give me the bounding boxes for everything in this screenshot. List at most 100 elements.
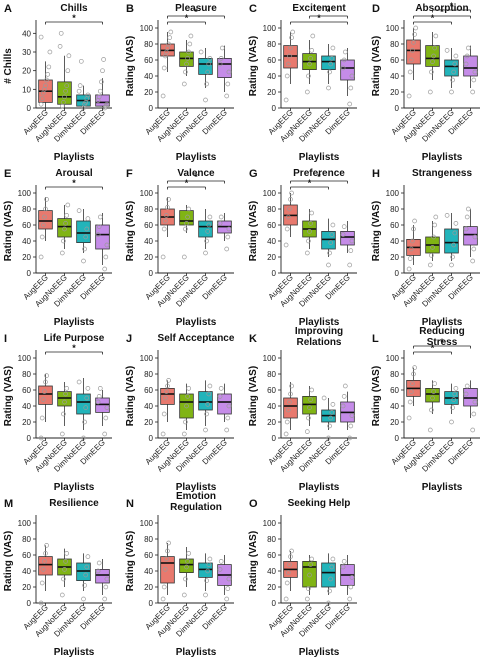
y-tick-label: 80 <box>144 370 153 379</box>
data-point <box>82 583 87 588</box>
data-point <box>304 596 310 602</box>
y-tick-label: 0 <box>27 434 32 443</box>
data-point <box>162 567 168 572</box>
y-axis-label: Rating (VAS) <box>3 201 14 261</box>
data-point <box>308 221 313 226</box>
significance-star: * <box>440 7 444 17</box>
data-point <box>100 68 105 74</box>
data-point <box>412 365 417 370</box>
box-augeeg <box>38 385 53 405</box>
data-point <box>329 56 335 61</box>
box-dimeeg <box>95 397 110 413</box>
data-point <box>45 72 51 77</box>
data-point <box>287 562 292 567</box>
data-point <box>285 570 291 575</box>
data-point <box>83 572 89 578</box>
data-point <box>408 246 414 252</box>
y-tick-label: 0 <box>272 104 277 113</box>
data-point <box>186 386 192 391</box>
data-point <box>185 56 190 61</box>
data-point <box>347 101 353 107</box>
box-augeeg <box>283 397 298 419</box>
y-tick-label: 80 <box>22 205 31 214</box>
data-point <box>59 250 65 256</box>
data-point <box>184 61 189 67</box>
data-point <box>224 93 230 99</box>
x-axis-label: Playlists <box>54 647 95 658</box>
y-axis-label: Rating (VAS) <box>248 201 259 261</box>
y-tick-label: 0 <box>395 434 400 443</box>
box-augnoeeg <box>179 558 194 573</box>
data-point <box>102 596 108 602</box>
data-point <box>431 53 436 59</box>
data-point <box>284 419 290 425</box>
data-point <box>62 94 67 100</box>
data-point <box>77 83 83 88</box>
data-point <box>472 399 478 405</box>
data-point <box>218 214 224 220</box>
data-point <box>83 234 89 240</box>
data-point <box>167 35 173 40</box>
significance-star: * <box>194 172 198 182</box>
data-point <box>432 222 438 228</box>
y-axis-label: Rating (VAS) <box>125 201 136 261</box>
data-point <box>63 221 68 226</box>
data-point <box>340 65 346 71</box>
data-point <box>341 559 347 564</box>
data-point <box>406 415 412 421</box>
data-point <box>411 371 416 377</box>
data-point <box>64 213 70 218</box>
panel-title: Excitement <box>292 3 346 14</box>
data-point <box>284 580 290 586</box>
x-axis-label: Playlists <box>176 152 217 163</box>
y-tick-label: 80 <box>390 40 399 49</box>
data-point <box>304 250 310 256</box>
data-point <box>59 103 65 109</box>
data-point <box>225 415 231 421</box>
y-tick-label: 60 <box>390 221 399 230</box>
data-point <box>431 234 436 240</box>
significance-star: * <box>431 343 435 353</box>
panel-title: Absorption <box>415 3 468 14</box>
data-point <box>62 399 67 405</box>
data-point <box>165 548 170 554</box>
data-point <box>226 576 232 582</box>
data-point <box>160 596 166 602</box>
x-axis-label: Playlists <box>422 152 463 163</box>
data-point <box>412 32 417 37</box>
significance-star: * <box>327 7 331 17</box>
data-point <box>410 48 415 53</box>
data-point <box>184 221 189 226</box>
y-tick-label: 60 <box>390 56 399 65</box>
box-dimnoeeg <box>321 55 336 70</box>
data-point <box>226 226 232 232</box>
data-point <box>341 57 347 63</box>
data-point <box>289 35 294 40</box>
panel-n: N Emotion Regulation Rating (VAS) 0 20 40 60 80 1… <box>125 491 234 658</box>
box-augnoeeg <box>425 45 440 67</box>
data-point <box>453 386 459 391</box>
y-axis-label: Rating (VAS) <box>3 531 14 591</box>
significance-star: * <box>317 172 321 182</box>
data-point <box>470 427 476 433</box>
data-point <box>452 391 458 397</box>
data-point <box>453 221 459 226</box>
panel-k: K Improving Relations Rating (VAS) 0 20 40 60 80… <box>248 326 357 493</box>
significance-star: * <box>317 13 321 23</box>
y-tick-label: 40 <box>390 402 399 411</box>
data-point <box>304 89 310 95</box>
y-axis-label: Rating (VAS) <box>248 531 259 591</box>
data-point <box>429 407 434 413</box>
data-point <box>349 73 355 79</box>
y-tick-label: 60 <box>22 221 31 230</box>
data-point <box>218 56 224 61</box>
data-point <box>183 576 188 582</box>
y-tick-label: 60 <box>144 386 153 395</box>
data-point <box>61 238 66 244</box>
y-tick-label: 0 <box>27 104 32 113</box>
data-point <box>203 250 208 256</box>
data-point <box>327 69 332 75</box>
